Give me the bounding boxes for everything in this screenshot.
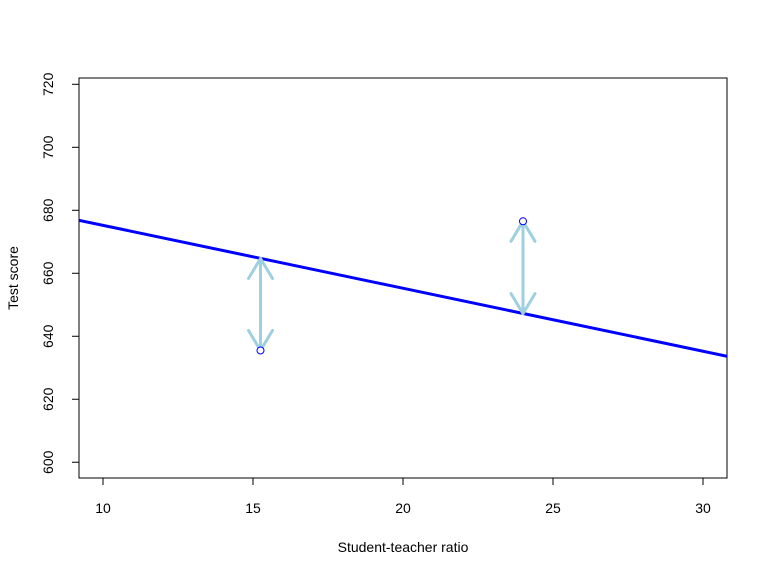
x-tick-label: 25 — [545, 500, 561, 516]
y-axis: 600 620 640 660 680 700 720 — [40, 72, 79, 474]
x-axis-title: Student-teacher ratio — [338, 539, 469, 555]
x-tick-label: 30 — [695, 500, 711, 516]
plot-area — [79, 217, 727, 358]
regression-line — [79, 218, 727, 358]
plot-box — [78, 77, 728, 479]
y-tick-label: 720 — [40, 72, 56, 96]
data-point — [256, 346, 265, 355]
y-tick-label: 600 — [40, 450, 56, 474]
x-axis: 10 15 20 25 30 — [95, 478, 711, 516]
residual-arrow — [247, 256, 274, 352]
y-tick-label: 660 — [40, 261, 56, 285]
arrow-head — [509, 292, 537, 316]
y-tick-label: 620 — [40, 387, 56, 411]
x-tick-label: 10 — [95, 500, 111, 516]
residual-arrow — [509, 219, 537, 316]
y-tick-label: 700 — [40, 135, 56, 159]
y-tick-label: 640 — [40, 324, 56, 348]
y-tick-label: 680 — [40, 198, 56, 222]
x-tick-label: 20 — [395, 500, 411, 516]
data-point — [519, 217, 527, 226]
arrow-head — [247, 256, 274, 280]
x-tick-label: 15 — [245, 500, 261, 516]
y-axis-title: Test score — [5, 246, 21, 310]
